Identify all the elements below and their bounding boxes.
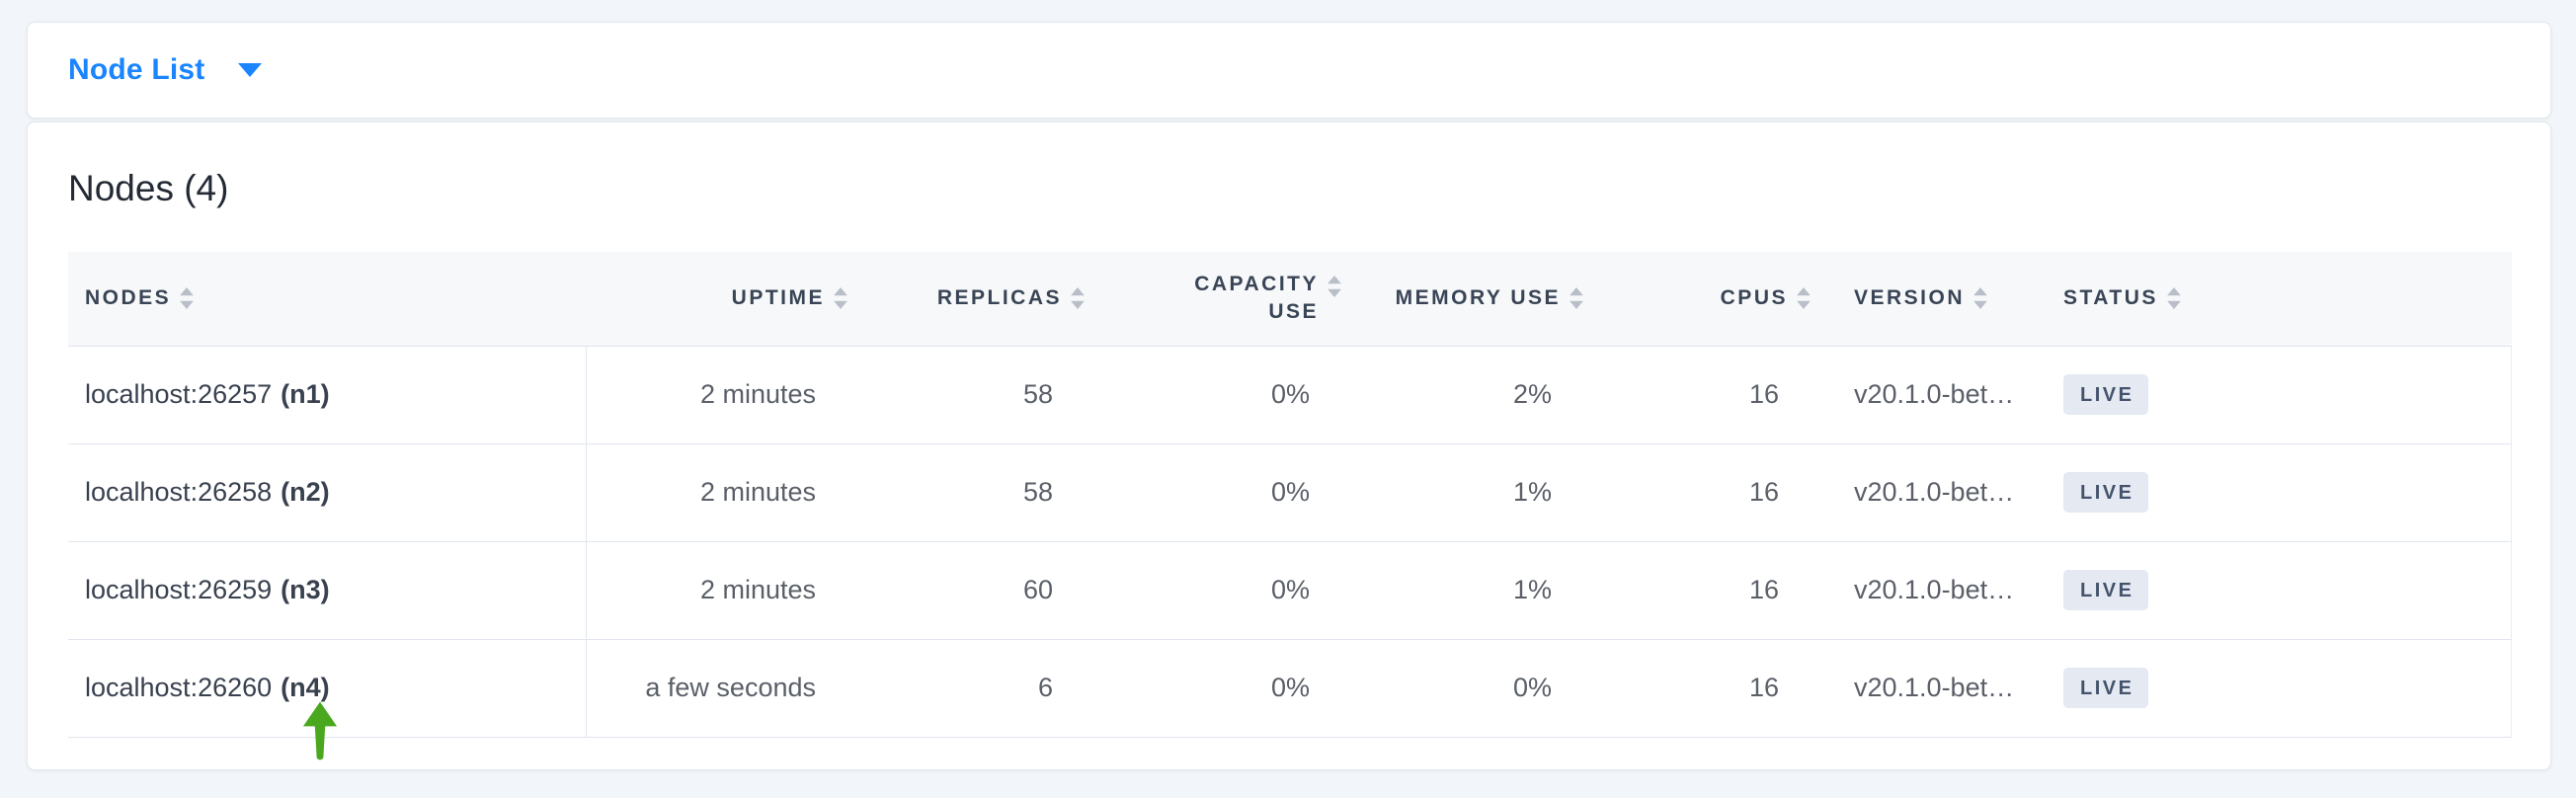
column-header-label: NODES bbox=[85, 286, 172, 310]
cpus-cell: 16 bbox=[1748, 575, 1779, 605]
green-up-arrow-icon bbox=[302, 701, 338, 762]
page-title: Nodes (4) bbox=[68, 168, 229, 208]
status-badge: LIVE bbox=[2063, 570, 2149, 611]
sort-arrows-icon[interactable] bbox=[180, 287, 195, 310]
capacity-use-cell: 0% bbox=[1270, 673, 1310, 703]
uptime-cell: 2 minutes bbox=[699, 575, 816, 605]
status-cell: LIVE bbox=[2058, 542, 2511, 639]
status-badge: LIVE bbox=[2063, 374, 2149, 416]
node-cell: localhost:26259 (n3) bbox=[68, 541, 587, 639]
node-id: (n2) bbox=[281, 477, 330, 508]
uptime-cell: a few seconds bbox=[645, 673, 816, 703]
version-cell: v20.1.0-bet… bbox=[1854, 575, 2015, 605]
column-header[interactable]: NODES bbox=[68, 252, 587, 346]
column-header[interactable]: STATUS bbox=[2058, 252, 2512, 346]
column-header-label: MEMORY USE bbox=[1395, 286, 1561, 310]
sort-arrows-icon[interactable] bbox=[834, 287, 847, 310]
column-header[interactable]: REPLICAS bbox=[863, 252, 1100, 346]
capacity-use-cell: 0% bbox=[1270, 477, 1310, 508]
column-header-label: REPLICAS bbox=[936, 286, 1062, 310]
column-header[interactable]: MEMORY USE bbox=[1357, 252, 1599, 346]
memory-use-cell: 1% bbox=[1512, 477, 1552, 508]
column-header[interactable]: UPTIME bbox=[587, 252, 863, 346]
replicas-cell: 58 bbox=[1022, 379, 1053, 410]
status-badge: LIVE bbox=[2063, 668, 2149, 709]
column-header-label: UPTIME bbox=[731, 286, 825, 310]
memory-use-cell: 2% bbox=[1512, 379, 1552, 410]
sort-arrows-icon[interactable] bbox=[1328, 275, 1341, 297]
version-cell: v20.1.0-bet… bbox=[1854, 477, 2015, 508]
version-cell: v20.1.0-bet… bbox=[1854, 673, 2015, 703]
uptime-cell: 2 minutes bbox=[699, 477, 816, 508]
memory-use-cell: 0% bbox=[1512, 673, 1552, 703]
node-address-link[interactable]: localhost:26259 bbox=[85, 575, 273, 605]
column-header[interactable]: CAPACITY USE bbox=[1100, 252, 1357, 346]
status-cell: LIVE bbox=[2058, 347, 2511, 443]
table-row: localhost:26257 (n1) 2 minutes 58 0% 2% … bbox=[68, 346, 2512, 444]
column-header[interactable]: CPUS bbox=[1599, 252, 1826, 346]
table-row: localhost:26260 (n4) a few seconds 6 0% … bbox=[68, 639, 2512, 759]
table-row: localhost:26258 (n2) 2 minutes 58 0% 1% … bbox=[68, 443, 2512, 542]
capacity-use-cell: 0% bbox=[1270, 575, 1310, 605]
cpus-cell: 16 bbox=[1748, 379, 1779, 410]
replicas-cell: 60 bbox=[1022, 575, 1053, 605]
status-cell: LIVE bbox=[2058, 444, 2511, 541]
sort-arrows-icon[interactable] bbox=[1797, 287, 1811, 310]
nodes-card: Nodes (4) NODES UPTIME REPLICAS CAPACITY bbox=[27, 121, 2551, 770]
node-id: (n3) bbox=[281, 575, 330, 605]
capacity-use-cell: 0% bbox=[1270, 379, 1310, 410]
node-cell: localhost:26257 (n1) bbox=[68, 346, 587, 443]
replicas-cell: 58 bbox=[1022, 477, 1053, 508]
sort-arrows-icon[interactable] bbox=[1071, 287, 1085, 310]
table-header-row: NODES UPTIME REPLICAS CAPACITY USE bbox=[68, 251, 2512, 347]
column-header-label: CPUS bbox=[1720, 286, 1788, 310]
node-address-link[interactable]: localhost:26258 bbox=[85, 477, 273, 508]
status-badge: LIVE bbox=[2063, 472, 2149, 514]
view-selector-bar: Node List bbox=[27, 22, 2551, 119]
node-address-link[interactable]: localhost:26260 bbox=[85, 673, 273, 703]
node-id: (n1) bbox=[281, 379, 330, 410]
node-cell: localhost:26260 (n4) bbox=[68, 639, 587, 759]
uptime-cell: 2 minutes bbox=[699, 379, 816, 410]
column-header-label: VERSION bbox=[1854, 286, 1966, 310]
node-address-link[interactable]: localhost:26257 bbox=[85, 379, 273, 410]
view-select-label[interactable]: Node List bbox=[68, 53, 205, 86]
replicas-cell: 6 bbox=[1037, 673, 1053, 703]
cpus-cell: 16 bbox=[1748, 477, 1779, 508]
cpus-cell: 16 bbox=[1748, 673, 1779, 703]
sort-arrows-icon[interactable] bbox=[1973, 287, 1987, 310]
version-cell: v20.1.0-bet… bbox=[1854, 379, 2015, 410]
table-body: localhost:26257 (n1) 2 minutes 58 0% 2% … bbox=[68, 346, 2512, 759]
node-cell: localhost:26258 (n2) bbox=[68, 443, 587, 541]
column-header-label: CAPACITY USE bbox=[1194, 272, 1319, 324]
sort-arrows-icon[interactable] bbox=[2167, 287, 2181, 310]
caret-down-icon bbox=[238, 63, 263, 77]
view-select-dropdown[interactable]: Node List bbox=[68, 53, 263, 87]
column-header[interactable]: VERSION bbox=[1826, 252, 2058, 346]
memory-use-cell: 1% bbox=[1512, 575, 1552, 605]
node-id: (n4) bbox=[281, 673, 330, 703]
table-row: localhost:26259 (n3) 2 minutes 60 0% 1% … bbox=[68, 541, 2512, 640]
nodes-table: NODES UPTIME REPLICAS CAPACITY USE bbox=[68, 251, 2512, 759]
status-cell: LIVE bbox=[2058, 640, 2511, 737]
column-header-label: STATUS bbox=[2063, 286, 2158, 310]
sort-arrows-icon[interactable] bbox=[1570, 287, 1583, 310]
